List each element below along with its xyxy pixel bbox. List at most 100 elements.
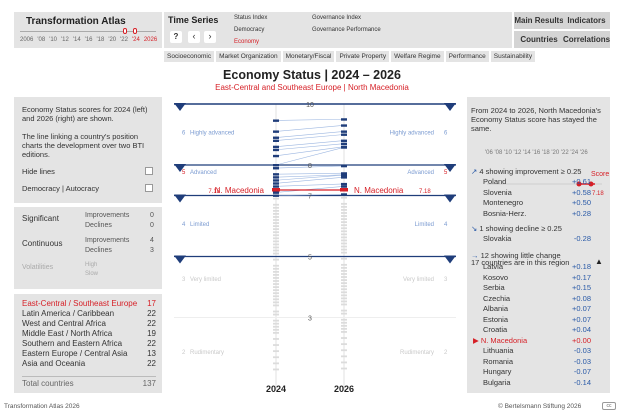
- country-mark-2024[interactable]: [273, 130, 279, 133]
- country-mark-2026[interactable]: [341, 172, 347, 175]
- other-country-mark-2026[interactable]: [341, 303, 347, 306]
- collapse-icon[interactable]: ▲: [595, 257, 603, 266]
- other-country-mark-2024[interactable]: [273, 325, 279, 328]
- country-row[interactable]: Kosovo +0.17: [483, 273, 607, 284]
- other-country-mark-2024[interactable]: [273, 322, 279, 325]
- other-country-mark-2024[interactable]: [273, 295, 279, 298]
- country-mark-2026[interactable]: [341, 146, 347, 149]
- timeline-year[interactable]: '12: [61, 37, 69, 43]
- timeline-year[interactable]: '14: [72, 37, 81, 43]
- other-country-mark-2026[interactable]: [341, 196, 347, 199]
- other-country-mark-2026[interactable]: [341, 297, 347, 300]
- other-country-mark-2024[interactable]: [273, 206, 279, 209]
- main-results-button[interactable]: Main Results: [514, 12, 564, 29]
- other-country-mark-2024[interactable]: [273, 310, 279, 313]
- other-country-mark-2026[interactable]: [341, 202, 347, 205]
- timeline-handle-right[interactable]: [133, 28, 137, 34]
- other-country-mark-2024[interactable]: [273, 356, 279, 359]
- dem-aut-checkbox[interactable]: [145, 184, 153, 192]
- country-row[interactable]: Bulgaria -0.14: [483, 378, 607, 389]
- other-country-mark-2024[interactable]: [273, 304, 279, 307]
- other-country-mark-2024[interactable]: [273, 225, 279, 227]
- country-row[interactable]: Serbia +0.15: [483, 283, 607, 294]
- country-mark-2024[interactable]: [273, 182, 279, 185]
- hide-lines-checkbox[interactable]: [145, 167, 153, 175]
- country-row[interactable]: Poland +0.61: [483, 177, 607, 188]
- other-country-mark-2026[interactable]: [341, 367, 347, 370]
- other-country-mark-2024[interactable]: [273, 243, 279, 246]
- other-country-mark-2024[interactable]: [273, 292, 279, 295]
- other-country-mark-2024[interactable]: [273, 328, 279, 331]
- other-country-mark-2026[interactable]: [341, 279, 347, 281]
- country-mark-2026[interactable]: [341, 133, 347, 136]
- other-country-mark-2026[interactable]: [341, 224, 347, 227]
- other-country-mark-2026[interactable]: [341, 212, 347, 214]
- country-row[interactable]: Latvia +0.18: [483, 262, 607, 273]
- country-row[interactable]: Hungary -0.07: [483, 367, 607, 378]
- country-mark-2026[interactable]: [341, 130, 347, 133]
- other-country-mark-2024[interactable]: [273, 216, 279, 218]
- other-country-mark-2026[interactable]: [341, 294, 347, 297]
- country-row[interactable]: ▶ N. Macedonia +0.00: [473, 336, 607, 347]
- other-country-mark-2024[interactable]: [273, 246, 279, 249]
- sig-improvements-label[interactable]: Improvements: [85, 212, 130, 219]
- region-item[interactable]: East-Central / Southeast Europe 17: [22, 299, 156, 309]
- selected-mark-2026[interactable]: [340, 188, 348, 192]
- region-item[interactable]: West and Central Africa 22: [22, 319, 156, 329]
- other-country-mark-2026[interactable]: [341, 288, 347, 291]
- country-mark-2024[interactable]: [273, 194, 279, 197]
- other-country-mark-2026[interactable]: [341, 233, 347, 236]
- country-mark-2026[interactable]: [341, 142, 347, 146]
- other-country-mark-2024[interactable]: [273, 267, 279, 270]
- other-country-mark-2024[interactable]: [273, 270, 279, 273]
- other-country-mark-2026[interactable]: [341, 343, 347, 346]
- other-country-mark-2026[interactable]: [341, 361, 347, 364]
- country-mark-2024[interactable]: [273, 148, 279, 152]
- other-country-mark-2024[interactable]: [273, 350, 279, 353]
- other-country-mark-2026[interactable]: [341, 282, 347, 285]
- other-country-mark-2024[interactable]: [273, 280, 279, 282]
- other-country-mark-2026[interactable]: [341, 215, 347, 217]
- other-country-mark-2024[interactable]: [273, 274, 279, 276]
- other-country-mark-2024[interactable]: [273, 313, 279, 316]
- other-country-mark-2024[interactable]: [273, 231, 279, 234]
- other-country-mark-2026[interactable]: [341, 312, 347, 315]
- other-country-mark-2026[interactable]: [341, 248, 347, 251]
- country-mark-2024[interactable]: [273, 145, 279, 149]
- other-country-mark-2026[interactable]: [341, 355, 347, 358]
- other-country-mark-2026[interactable]: [341, 300, 347, 303]
- other-country-mark-2026[interactable]: [341, 266, 347, 269]
- index-governance[interactable]: Governance Index: [312, 15, 362, 21]
- other-country-mark-2024[interactable]: [273, 213, 279, 215]
- countries-button[interactable]: Countries: [514, 31, 564, 48]
- other-country-mark-2026[interactable]: [341, 276, 347, 278]
- other-country-mark-2026[interactable]: [341, 209, 347, 211]
- other-country-mark-2024[interactable]: [273, 301, 279, 304]
- other-country-mark-2024[interactable]: [273, 222, 279, 224]
- country-row[interactable]: Romania -0.03: [483, 357, 607, 368]
- other-country-mark-2024[interactable]: [273, 203, 279, 206]
- region-item[interactable]: Latin America / Caribbean 22: [22, 309, 156, 319]
- other-country-mark-2026[interactable]: [341, 245, 347, 248]
- other-country-mark-2024[interactable]: [273, 286, 279, 288]
- volatility-slow[interactable]: Slow: [85, 271, 99, 277]
- other-country-mark-2024[interactable]: [273, 344, 279, 346]
- other-country-mark-2026[interactable]: [341, 273, 347, 275]
- cont-improvements-label[interactable]: Improvements: [85, 237, 130, 244]
- correlations-button[interactable]: Correlations: [563, 31, 610, 48]
- country-mark-2026[interactable]: [341, 139, 347, 142]
- country-mark-2024[interactable]: [273, 176, 279, 179]
- region-item[interactable]: Eastern Europe / Central Asia 13: [22, 349, 156, 359]
- timeline-year[interactable]: '18: [96, 37, 105, 43]
- other-country-mark-2024[interactable]: [273, 368, 279, 371]
- other-country-mark-2026[interactable]: [341, 327, 347, 330]
- other-country-mark-2024[interactable]: [273, 331, 279, 334]
- timeline-handle-left[interactable]: [123, 28, 127, 34]
- country-row[interactable]: Croatia +0.04: [483, 325, 607, 336]
- index-democracy[interactable]: Democracy: [234, 27, 265, 33]
- timeline-year[interactable]: '16: [84, 37, 93, 43]
- country-mark-2024[interactable]: [273, 154, 279, 158]
- country-mark-2024[interactable]: [273, 173, 279, 176]
- other-country-mark-2024[interactable]: [273, 362, 279, 365]
- next-button[interactable]: ›: [204, 31, 216, 43]
